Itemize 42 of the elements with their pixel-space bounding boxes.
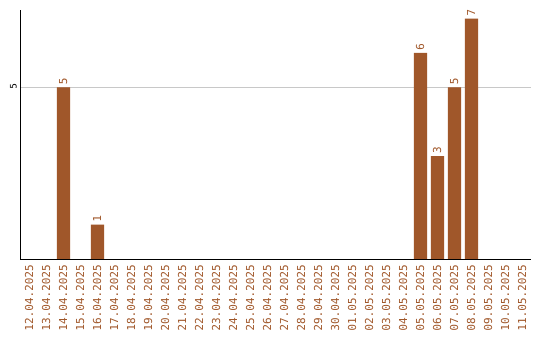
x-tick-label: 08.05.2025 xyxy=(465,264,478,331)
x-tick-label: 16.04.2025 xyxy=(91,264,104,331)
x-tick-label: 17.04.2025 xyxy=(108,264,122,331)
x-tick-label: 09.05.2025 xyxy=(482,264,496,331)
x-tick-label: 06.05.2025 xyxy=(431,264,444,331)
x-tick-label: 07.05.2025 xyxy=(448,264,462,331)
x-tick-label: 13.04.2025 xyxy=(40,264,54,331)
data-label: 6 xyxy=(414,43,427,50)
x-tick-label: 01.05.2025 xyxy=(346,264,360,331)
x-tick-label: 11.05.2025 xyxy=(516,264,530,331)
x-tick-label: 04.05.2025 xyxy=(397,264,410,331)
x-tick-label: 20.04.2025 xyxy=(159,264,172,331)
bar xyxy=(464,18,478,259)
x-tick-label: 05.05.2025 xyxy=(414,264,428,331)
bar xyxy=(414,52,428,259)
x-tick-label: 14.04.2025 xyxy=(57,264,70,331)
x-tick-label: 12.04.2025 xyxy=(23,264,36,331)
x-tick-label: 26.04.2025 xyxy=(261,264,274,331)
x-tick-label: 19.04.2025 xyxy=(142,264,156,331)
x-tick-label: 23.04.2025 xyxy=(210,264,224,331)
x-tick-label: 21.04.2025 xyxy=(176,264,190,331)
x-tick-label: 24.04.2025 xyxy=(227,264,240,331)
data-label: 5 xyxy=(448,78,461,84)
x-tick-label: 15.04.2025 xyxy=(74,264,88,331)
x-tick-label: 22.04.2025 xyxy=(193,264,206,331)
data-label: 5 xyxy=(57,78,70,84)
x-tick-label: 18.04.2025 xyxy=(125,264,138,331)
x-tick-label: 30.04.2025 xyxy=(329,264,342,331)
x-tick-label: 10.05.2025 xyxy=(499,264,512,331)
bar xyxy=(430,156,444,259)
data-label: 7 xyxy=(465,8,478,16)
bar xyxy=(56,87,70,259)
x-tick-label: 27.04.2025 xyxy=(278,264,292,331)
x-tick-label: 02.05.2025 xyxy=(363,264,376,331)
x-tick-label: 25.04.2025 xyxy=(244,264,258,331)
bar xyxy=(448,87,462,259)
data-label: 1 xyxy=(91,215,104,222)
x-tick-label: 29.04.2025 xyxy=(312,264,326,331)
bar xyxy=(90,224,104,259)
data-label: 3 xyxy=(431,146,444,153)
x-tick-label: 28.04.2025 xyxy=(295,264,308,331)
x-tick-label: 03.05.2025 xyxy=(380,264,394,331)
